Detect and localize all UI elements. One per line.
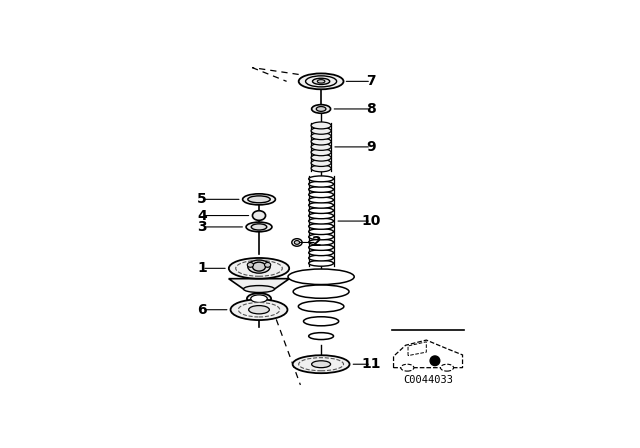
Text: C0044033: C0044033 bbox=[403, 375, 453, 385]
Ellipse shape bbox=[252, 224, 267, 230]
Text: 1: 1 bbox=[197, 261, 207, 276]
Ellipse shape bbox=[308, 213, 333, 219]
Ellipse shape bbox=[247, 293, 271, 304]
Ellipse shape bbox=[308, 260, 333, 266]
Ellipse shape bbox=[312, 78, 330, 85]
Polygon shape bbox=[394, 340, 463, 368]
Text: 3: 3 bbox=[197, 220, 207, 234]
Ellipse shape bbox=[264, 263, 271, 267]
Ellipse shape bbox=[308, 224, 333, 229]
Ellipse shape bbox=[308, 176, 333, 182]
Text: 8: 8 bbox=[366, 102, 376, 116]
Ellipse shape bbox=[294, 241, 300, 244]
Text: 5: 5 bbox=[197, 192, 207, 207]
Ellipse shape bbox=[229, 258, 289, 279]
Text: 11: 11 bbox=[362, 357, 381, 371]
Text: 7: 7 bbox=[366, 74, 376, 88]
Ellipse shape bbox=[440, 364, 454, 371]
Ellipse shape bbox=[308, 192, 333, 198]
Ellipse shape bbox=[292, 239, 302, 246]
Ellipse shape bbox=[238, 302, 280, 317]
Ellipse shape bbox=[292, 355, 349, 373]
Polygon shape bbox=[408, 342, 426, 356]
Ellipse shape bbox=[288, 269, 354, 284]
Polygon shape bbox=[228, 279, 289, 289]
Ellipse shape bbox=[308, 218, 333, 224]
Text: 4: 4 bbox=[197, 209, 207, 223]
Ellipse shape bbox=[308, 255, 333, 261]
Ellipse shape bbox=[248, 260, 270, 273]
Ellipse shape bbox=[308, 186, 333, 192]
Ellipse shape bbox=[299, 73, 344, 89]
Ellipse shape bbox=[243, 285, 275, 293]
Ellipse shape bbox=[308, 239, 333, 245]
Ellipse shape bbox=[252, 262, 266, 271]
Ellipse shape bbox=[298, 301, 344, 312]
Ellipse shape bbox=[308, 202, 333, 208]
Ellipse shape bbox=[243, 194, 275, 205]
Ellipse shape bbox=[308, 181, 333, 187]
Ellipse shape bbox=[311, 154, 331, 161]
Ellipse shape bbox=[308, 250, 333, 256]
Ellipse shape bbox=[308, 234, 333, 240]
Ellipse shape bbox=[252, 211, 266, 220]
Ellipse shape bbox=[236, 260, 282, 276]
Ellipse shape bbox=[317, 80, 325, 83]
Text: 2: 2 bbox=[312, 236, 322, 250]
Ellipse shape bbox=[311, 133, 331, 140]
Ellipse shape bbox=[311, 159, 331, 167]
Ellipse shape bbox=[308, 197, 333, 203]
Ellipse shape bbox=[311, 143, 331, 151]
Ellipse shape bbox=[308, 245, 333, 250]
Ellipse shape bbox=[316, 107, 326, 112]
Ellipse shape bbox=[251, 295, 268, 302]
Ellipse shape bbox=[308, 207, 333, 213]
Ellipse shape bbox=[311, 149, 331, 156]
Ellipse shape bbox=[312, 105, 331, 113]
Ellipse shape bbox=[311, 127, 331, 134]
Ellipse shape bbox=[303, 317, 339, 326]
Ellipse shape bbox=[249, 306, 269, 314]
Ellipse shape bbox=[230, 299, 287, 320]
Ellipse shape bbox=[305, 76, 337, 87]
Ellipse shape bbox=[311, 165, 331, 172]
Text: 10: 10 bbox=[362, 214, 381, 228]
Ellipse shape bbox=[308, 333, 333, 340]
Ellipse shape bbox=[311, 138, 331, 145]
Ellipse shape bbox=[312, 361, 331, 368]
Ellipse shape bbox=[311, 122, 331, 129]
Ellipse shape bbox=[308, 228, 333, 235]
Ellipse shape bbox=[247, 263, 253, 267]
Ellipse shape bbox=[293, 285, 349, 298]
Text: 9: 9 bbox=[366, 140, 376, 154]
Ellipse shape bbox=[299, 358, 344, 371]
Text: 6: 6 bbox=[197, 303, 207, 317]
Circle shape bbox=[430, 356, 440, 366]
Ellipse shape bbox=[246, 222, 272, 232]
Ellipse shape bbox=[401, 364, 414, 371]
Ellipse shape bbox=[248, 196, 270, 203]
